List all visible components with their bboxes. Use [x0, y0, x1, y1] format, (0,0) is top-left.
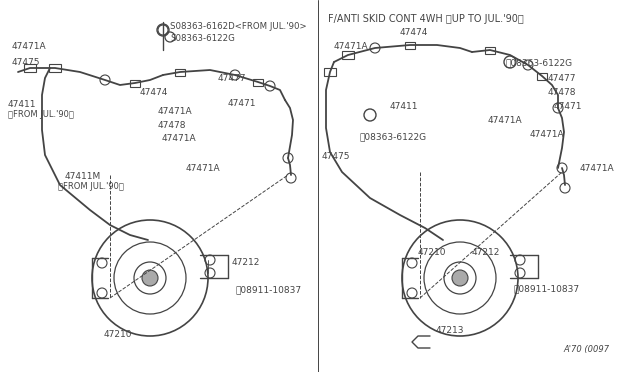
Text: 47474: 47474 [400, 28, 428, 37]
Text: 47471: 47471 [554, 102, 582, 111]
Text: 47411M: 47411M [65, 172, 101, 181]
Text: Ⓝ08363-6122G: Ⓝ08363-6122G [360, 132, 427, 141]
Text: A'70 (0097: A'70 (0097 [564, 345, 610, 354]
Bar [537, 73, 547, 80]
Text: 47478: 47478 [548, 88, 577, 97]
Text: 47474: 47474 [140, 88, 168, 97]
Text: Ⓝ08911-10837: Ⓝ08911-10837 [514, 284, 580, 293]
Bar [130, 80, 140, 87]
Text: 47471A: 47471A [530, 130, 564, 139]
Circle shape [142, 270, 158, 286]
Text: 47477: 47477 [548, 74, 577, 83]
Text: 47475: 47475 [322, 152, 351, 161]
Text: S08363-6122G: S08363-6122G [170, 34, 235, 43]
Text: 47212: 47212 [232, 258, 260, 267]
Text: 47477: 47477 [218, 74, 246, 83]
Text: 47471A: 47471A [580, 164, 614, 173]
Text: 47210: 47210 [418, 248, 447, 257]
Text: 〈FROM JUL.'90〉: 〈FROM JUL.'90〉 [8, 110, 74, 119]
Circle shape [452, 270, 468, 286]
Text: 47471A: 47471A [158, 107, 193, 116]
Text: 47471: 47471 [228, 99, 257, 108]
Bar [485, 47, 495, 54]
Bar [324, 68, 336, 76]
Text: 47212: 47212 [472, 248, 500, 257]
Text: Ⓝ08363-6122G: Ⓝ08363-6122G [505, 58, 572, 67]
Bar [405, 42, 415, 49]
Text: 〈FROM JUL.'90〉: 〈FROM JUL.'90〉 [58, 182, 124, 191]
Text: S08363-6162D<FROM JUL.'90>: S08363-6162D<FROM JUL.'90> [170, 22, 307, 31]
Bar [253, 79, 263, 86]
Bar [342, 51, 354, 59]
Text: 47471A: 47471A [186, 164, 221, 173]
Text: 47471A: 47471A [334, 42, 369, 51]
Text: 47475: 47475 [12, 58, 40, 67]
Text: F/ANTI SKID CONT 4WH 〈UP TO JUL.'90〉: F/ANTI SKID CONT 4WH 〈UP TO JUL.'90〉 [328, 14, 524, 24]
Text: 47411: 47411 [8, 100, 36, 109]
Text: Ⓝ08911-10837: Ⓝ08911-10837 [236, 285, 302, 294]
Text: 47478: 47478 [158, 121, 186, 130]
Text: 47411: 47411 [390, 102, 419, 111]
Text: 47210: 47210 [104, 330, 132, 339]
Text: 47471A: 47471A [488, 116, 523, 125]
Bar [49, 64, 61, 72]
Text: 47213: 47213 [436, 326, 465, 335]
Text: 47471A: 47471A [12, 42, 47, 51]
Bar [24, 64, 36, 72]
Bar [175, 69, 185, 76]
Text: 47471A: 47471A [162, 134, 196, 143]
